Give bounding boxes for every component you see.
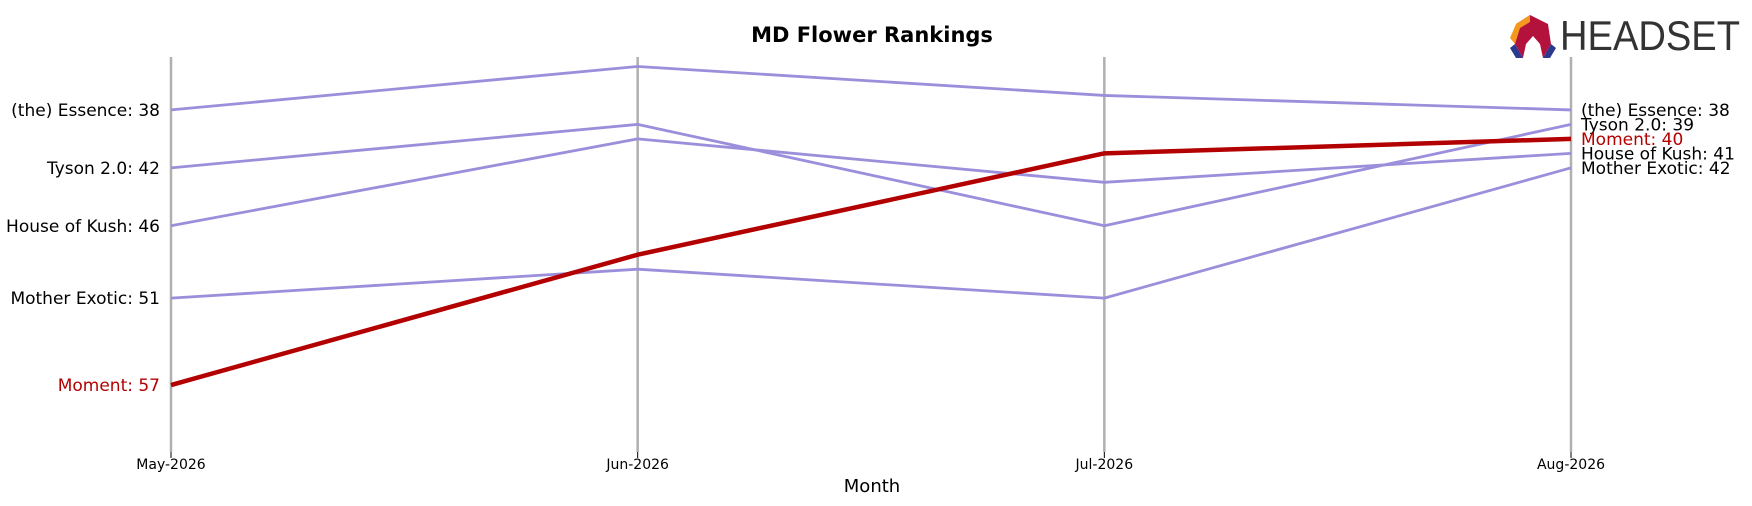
- value-label: Moment: 40: [1581, 130, 1683, 150]
- series-line: [170, 122, 1572, 228]
- logo-mark: [1510, 15, 1530, 44]
- highlight-line: [170, 136, 1572, 388]
- value-label: Mother Exotic: 51: [10, 289, 160, 309]
- x-tick-label: May-2026: [136, 457, 205, 473]
- logo-text: HEADSET: [1560, 12, 1740, 59]
- value-label: (the) Essence: 38: [1581, 101, 1730, 121]
- series-line: [170, 137, 1572, 228]
- value-label: Moment: 57: [58, 376, 160, 396]
- value-label: House of Kush: 41: [1581, 144, 1735, 164]
- series-line: [170, 166, 1572, 300]
- x-tick-label: Aug-2026: [1537, 457, 1605, 473]
- logo-mark: [1515, 15, 1551, 58]
- logo: HEADSET: [1510, 12, 1740, 59]
- logo-mark: [1510, 44, 1523, 58]
- chart-title: MD Flower Rankings: [751, 23, 993, 47]
- x-tick-label: Jun-2026: [605, 457, 669, 473]
- x-axis-label: Month: [844, 476, 900, 497]
- series-line: [170, 65, 1572, 112]
- value-label: Mother Exotic: 42: [1581, 159, 1731, 179]
- value-label: House of Kush: 46: [6, 217, 160, 237]
- value-label: Tyson 2.0: 42: [46, 159, 160, 179]
- x-tick-label: Jul-2026: [1075, 457, 1134, 473]
- value-label: (the) Essence: 38: [11, 101, 160, 121]
- logo-mark: [1543, 44, 1556, 58]
- value-label: Tyson 2.0: 39: [1580, 115, 1694, 135]
